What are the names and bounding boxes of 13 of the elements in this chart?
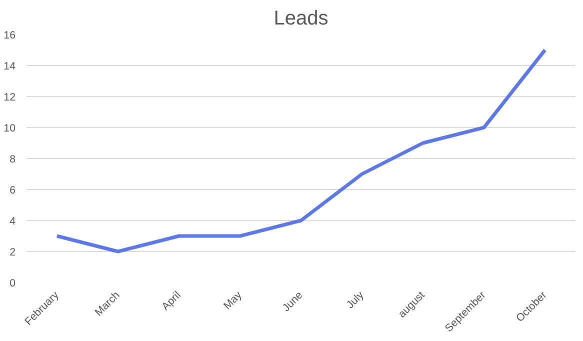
chart-title: Leads bbox=[274, 8, 328, 30]
y-tick-label: 14 bbox=[4, 60, 16, 72]
y-tick-label: 8 bbox=[10, 154, 16, 166]
y-tick-label: 2 bbox=[10, 246, 16, 258]
y-tick-label: 12 bbox=[4, 92, 16, 104]
y-tick-label: 10 bbox=[4, 122, 16, 134]
x-tick-label: May bbox=[222, 288, 245, 312]
y-tick-label: 16 bbox=[4, 30, 16, 42]
line-series bbox=[55, 48, 547, 254]
x-tick-label: July bbox=[344, 288, 367, 312]
y-tick-label: 0 bbox=[10, 278, 16, 290]
y-tick-label: 6 bbox=[10, 184, 16, 196]
y-tick-label: 4 bbox=[10, 216, 16, 228]
